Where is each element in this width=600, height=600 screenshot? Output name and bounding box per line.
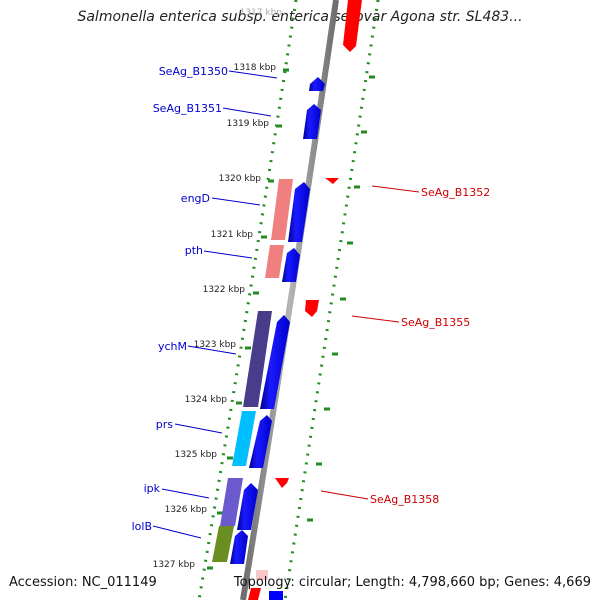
leader-line <box>187 345 237 355</box>
category-block <box>212 526 234 562</box>
kbp-tick-label: 1324 kbp <box>185 395 228 405</box>
leader-line <box>152 525 202 539</box>
map-title: Salmonella enterica subsp. enterica sero… <box>77 9 523 25</box>
gene-arrow-engd <box>288 182 310 242</box>
kbp-tick-label: 1320 kbp <box>219 174 262 184</box>
gene-arrow-seag-b1351 <box>303 104 321 139</box>
leader-line <box>228 70 278 79</box>
kbp-tick-label: 1319 kbp <box>227 119 270 129</box>
gene-arrow-seag-b1355 <box>305 300 319 317</box>
gene-arrow-pth <box>282 248 300 282</box>
category-block <box>271 179 293 240</box>
gene-label-prs: prs <box>156 418 174 431</box>
gene-label-seag-b1350: SeAg_B1350 <box>159 65 228 78</box>
gene-fragment-bottom <box>269 591 283 600</box>
leader-line <box>203 250 253 259</box>
kbp-tick-label: 1317 kbp <box>240 8 283 18</box>
kbp-tick-label: 1326 kbp <box>165 505 208 515</box>
ruler-dashes-left <box>207 68 289 570</box>
gene-arrow-top-reverse <box>343 0 362 52</box>
gene-label-seag-b1351: SeAg_B1351 <box>153 102 222 115</box>
gene-label-ipk: ipk <box>144 482 161 495</box>
category-block <box>220 478 243 526</box>
leader-line <box>174 423 223 434</box>
gene-label-lolb: lolB <box>132 520 152 533</box>
gene-label-engd: engD <box>181 192 210 205</box>
gene-arrow-ipk <box>237 483 258 530</box>
gene-label-ychm: ychM <box>158 340 187 353</box>
gene-arrow-prs <box>249 415 272 468</box>
kbp-tick-label: 1323 kbp <box>194 340 237 350</box>
ruler-line-left <box>197 0 298 600</box>
leader-line <box>222 107 272 117</box>
reverse-gene-arrows <box>248 0 362 600</box>
kbp-tick-label: 1325 kbp <box>175 450 218 460</box>
gene-label-seag-b1355: SeAg_B1355 <box>401 316 470 329</box>
gene-arrow-ychm <box>260 315 290 409</box>
gene-arrow-seag-b1358 <box>275 478 289 488</box>
gene-label-pth: pth <box>185 244 203 257</box>
leader-line <box>320 490 369 500</box>
forward-gene-arrows <box>230 77 325 564</box>
topology-summary: Topology: circular; Length: 4,798,660 bp… <box>233 575 591 590</box>
category-block <box>243 311 272 407</box>
leader-line <box>211 197 261 206</box>
gene-arrow-lolb <box>230 530 248 564</box>
gene-arrow-seag-b1350 <box>309 77 325 91</box>
accession-label: Accession: NC_011149 <box>9 575 157 590</box>
kbp-tick-label: 1327 kbp <box>153 560 196 570</box>
gene-label-seag-b1352: SeAg_B1352 <box>421 186 490 199</box>
gene-arrow-seag-b1352 <box>325 178 339 184</box>
category-block <box>265 245 284 278</box>
category-blocks <box>212 179 293 562</box>
kbp-tick-label: 1321 kbp <box>211 230 254 240</box>
gene-arrow-bottom-reverse <box>248 588 261 600</box>
leader-line <box>351 315 400 323</box>
leader-line <box>371 185 420 193</box>
gene-label-seag-b1358: SeAg_B1358 <box>370 493 439 506</box>
kbp-tick-label: 1322 kbp <box>203 285 246 295</box>
ruler-line-right <box>283 0 380 600</box>
ruler-dashes-right <box>307 75 375 522</box>
leader-line <box>161 488 210 499</box>
gene-fragment-bottom-light <box>256 570 268 580</box>
kbp-tick-label: 1318 kbp <box>234 63 277 73</box>
category-block <box>232 411 256 466</box>
